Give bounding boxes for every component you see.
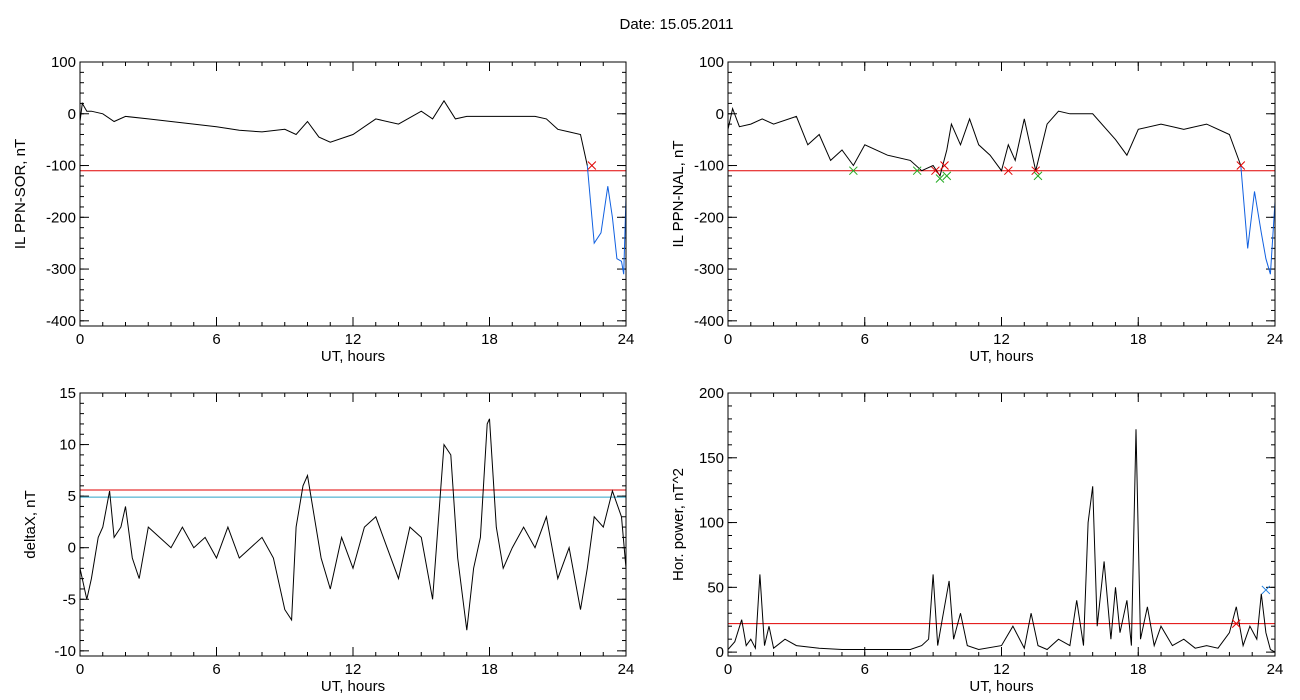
- event-marker: [1236, 161, 1246, 170]
- x-tick-label: 0: [724, 331, 732, 348]
- event-marker-stroke: [931, 166, 940, 176]
- series-line-1: [728, 429, 1275, 653]
- y-tick-label: -300: [694, 261, 724, 278]
- x-tick-label: 24: [618, 661, 635, 678]
- x-axis-label: UT, hours: [321, 348, 385, 365]
- event-marker: [1261, 585, 1271, 595]
- x-tick-label: 6: [861, 331, 869, 348]
- y-tick-label: -400: [694, 313, 724, 330]
- y-tick-label: 15: [59, 385, 76, 402]
- plot-frame: [727, 61, 1276, 327]
- event-marker-stroke: [940, 161, 949, 170]
- x-tick-label: 12: [345, 331, 362, 348]
- y-tick-label: -100: [46, 158, 76, 175]
- y-tick-label: 200: [699, 385, 724, 402]
- series-line-1: [80, 418, 626, 631]
- y-tick-label: 0: [716, 644, 724, 661]
- x-tick-label: 24: [1267, 661, 1284, 678]
- event-marker-stroke: [1231, 619, 1241, 628]
- event-marker: [940, 161, 949, 170]
- x-tick-label: 6: [212, 661, 220, 678]
- chart-panel-p2: 0 6 12 18 24 -400 -300 -200 -100 0 100 UT, hours IL …: [670, 54, 1283, 365]
- event-marker: [935, 174, 945, 183]
- y-tick-label: 0: [68, 106, 76, 123]
- x-tick-label: 0: [76, 331, 84, 348]
- plot-frame: [79, 61, 627, 327]
- event-marker-stroke: [1236, 161, 1246, 170]
- x-tick-label: 6: [212, 331, 220, 348]
- event-marker: [1003, 166, 1013, 176]
- y-tick-label: -400: [46, 313, 76, 330]
- x-tick-label: 18: [481, 661, 498, 678]
- event-marker-stroke: [935, 174, 945, 183]
- series-line-1: [80, 99, 588, 166]
- event-marker: [942, 171, 952, 181]
- y-tick-label: 10: [59, 437, 76, 454]
- y-tick-label: -200: [46, 209, 76, 226]
- event-marker-stroke: [587, 161, 597, 170]
- y-tick-label: 5: [68, 488, 76, 505]
- series-line-2: [1240, 165, 1275, 275]
- y-tick-label: 0: [716, 106, 724, 123]
- event-marker-stroke: [1261, 585, 1271, 595]
- x-tick-label: 12: [993, 331, 1010, 348]
- event-marker: [1231, 619, 1241, 628]
- y-tick-label: -100: [694, 158, 724, 175]
- chart-panel-p4: 0 6 12 18 24 0 50 100 150 200 UT, hours Hor. power,…: [670, 385, 1283, 695]
- y-tick-label: 100: [699, 515, 724, 532]
- event-marker: [587, 161, 597, 170]
- x-tick-label: 24: [618, 331, 635, 348]
- plot-frame: [727, 392, 1276, 657]
- x-tick-label: 0: [724, 661, 732, 678]
- y-tick-label: -5: [63, 591, 76, 608]
- x-axis-label: UT, hours: [969, 678, 1033, 695]
- series-line-1: [728, 106, 1242, 178]
- x-tick-label: 18: [1130, 331, 1147, 348]
- event-marker-stroke: [849, 166, 858, 176]
- y-axis-label: deltaX, nT: [22, 490, 39, 558]
- x-tick-label: 12: [345, 661, 362, 678]
- event-marker: [849, 166, 858, 176]
- x-axis-label: UT, hours: [969, 348, 1033, 365]
- y-axis-label: IL PPN-SOR, nT: [12, 139, 29, 249]
- x-tick-label: 12: [993, 661, 1010, 678]
- x-tick-label: 24: [1267, 331, 1284, 348]
- x-tick-label: 6: [861, 661, 869, 678]
- y-axis-label: IL PPN-NAL, nT: [670, 141, 687, 248]
- event-marker-stroke: [912, 166, 922, 176]
- event-marker-stroke: [1031, 166, 1041, 176]
- y-tick-label: 100: [699, 54, 724, 71]
- x-axis-label: UT, hours: [321, 678, 385, 695]
- event-marker: [912, 166, 922, 176]
- y-tick-label: 50: [707, 579, 724, 596]
- page-title: Date: 15.05.2011: [619, 16, 734, 33]
- event-marker: [1033, 171, 1043, 181]
- series-line-2: [586, 165, 626, 275]
- x-tick-label: 18: [1130, 661, 1147, 678]
- x-tick-label: 0: [76, 661, 84, 678]
- y-tick-label: -200: [694, 209, 724, 226]
- chart-panel-p3: 0 6 12 18 24 -10 -5 0 5 10 15 UT, hours deltaX, nT: [22, 385, 634, 695]
- event-marker-stroke: [942, 171, 952, 181]
- y-tick-label: 0: [68, 540, 76, 557]
- y-tick-label: 150: [699, 450, 724, 467]
- chart-panel-p1: 0 6 12 18 24 -400 -300 -200 -100 0 100 UT, hours IL …: [12, 54, 634, 365]
- y-axis-label: Hor. power, nT^2: [670, 468, 687, 581]
- plot-frame: [79, 392, 627, 657]
- y-tick-label: 100: [51, 54, 76, 71]
- event-marker: [1031, 166, 1041, 176]
- event-marker-stroke: [1033, 171, 1043, 181]
- event-marker-stroke: [1003, 166, 1013, 176]
- y-tick-label: -300: [46, 261, 76, 278]
- event-marker: [931, 166, 940, 176]
- x-tick-label: 18: [481, 331, 498, 348]
- y-tick-label: -10: [54, 643, 76, 660]
